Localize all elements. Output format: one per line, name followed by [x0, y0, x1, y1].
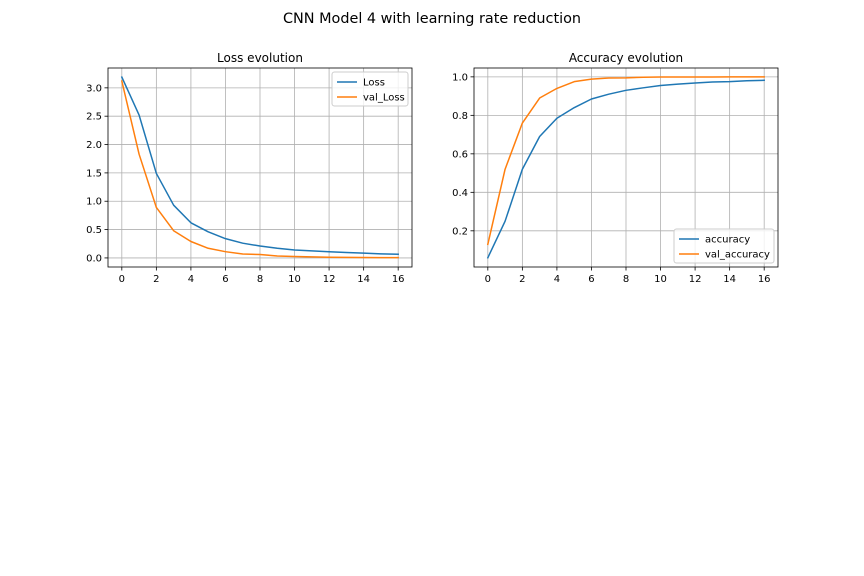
loss-x-tick-label: 0	[119, 274, 125, 285]
accuracy-x-tick-label: 4	[554, 274, 560, 285]
loss-x-tick-label: 10	[288, 274, 301, 285]
loss-x-tick-label: 2	[153, 274, 159, 285]
loss-y-tick-label: 0.0	[86, 253, 102, 264]
loss-y-tick-label: 2.0	[86, 140, 102, 151]
loss-series-line-2	[120, 80, 399, 259]
loss-legend-label-2: val_Loss	[363, 93, 405, 104]
loss-y-tick-label: 1.5	[86, 168, 102, 179]
loss-x-tick-label: 8	[257, 274, 263, 285]
accuracy-chart-title: Accuracy evolution	[569, 51, 683, 65]
loss-y-tick-label: 2.5	[86, 112, 102, 123]
figure-title: CNN Model 4 with learning rate reduction	[283, 11, 581, 27]
accuracy-y-tick-label: 0.8	[452, 111, 468, 122]
loss-chart: 0 2 4 6 8 10 12 14 16 0.0 0.5 1.0 1.5 2.0 2.5 3.0 Loss e…	[86, 51, 413, 285]
accuracy-y-tick-label: 0.6	[452, 149, 468, 160]
accuracy-x-tick-label: 14	[723, 274, 736, 285]
accuracy-x-tick-label: 0	[485, 274, 491, 285]
accuracy-y-tick-label: 1.0	[452, 72, 468, 83]
accuracy-chart: 0 2 4 6 8 10 12 14 16 0.2 0.4 0.6 0.8 1.0 Accuracy evo…	[452, 51, 779, 285]
accuracy-series-line-1	[486, 79, 765, 259]
accuracy-x-tick-label: 12	[689, 274, 702, 285]
accuracy-x-tick-label: 10	[654, 274, 667, 285]
loss-x-tick-label: 12	[323, 274, 336, 285]
loss-x-tick-label: 6	[222, 274, 228, 285]
accuracy-y-tick-label: 0.4	[452, 188, 468, 199]
accuracy-series-line-2	[486, 76, 765, 246]
accuracy-legend-label-2: val_accuracy	[705, 250, 770, 261]
accuracy-x-tick-label: 16	[758, 274, 771, 285]
loss-chart-title: Loss evolution	[217, 51, 303, 65]
loss-y-tick-label: 0.5	[86, 225, 102, 236]
accuracy-x-tick-label: 6	[588, 274, 594, 285]
loss-x-tick-label: 16	[392, 274, 405, 285]
loss-x-tick-label: 14	[357, 274, 370, 285]
accuracy-x-tick-label: 2	[519, 274, 525, 285]
loss-legend-label-1: Loss	[363, 78, 385, 89]
loss-x-tick-label: 4	[188, 274, 194, 285]
accuracy-legend-label-1: accuracy	[705, 235, 750, 246]
accuracy-y-tick-label: 0.2	[452, 226, 468, 237]
loss-series-line-1	[120, 76, 399, 256]
loss-y-tick-label: 1.0	[86, 197, 102, 208]
loss-y-tick-label: 3.0	[86, 83, 102, 94]
accuracy-x-tick-label: 8	[623, 274, 629, 285]
